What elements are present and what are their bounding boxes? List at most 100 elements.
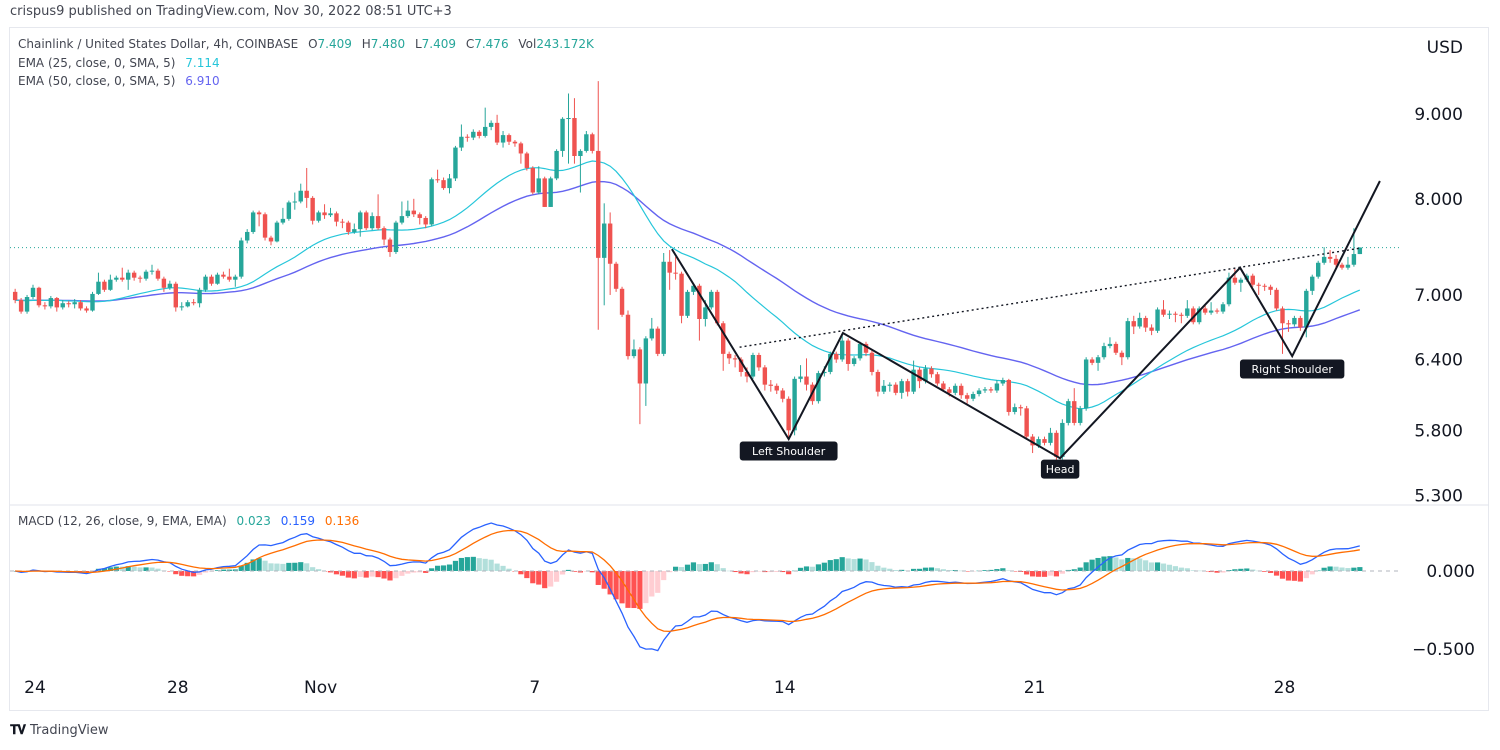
macd-axis[interactable]: 0.000 −0.500	[1412, 562, 1475, 660]
macd-histogram-bar	[1154, 562, 1161, 571]
candle-body	[1143, 317, 1148, 328]
candle	[655, 326, 660, 357]
candle-body	[30, 287, 36, 298]
candle	[875, 369, 881, 397]
macd-histogram-bar	[1006, 570, 1012, 571]
macd-histogram-bar	[601, 571, 607, 589]
macd-histogram-bar	[1030, 571, 1036, 577]
macd-histogram-bar	[232, 569, 238, 571]
head-shoulders-drawing[interactable]	[671, 180, 1381, 460]
candle-body	[42, 305, 48, 307]
candle	[607, 212, 613, 295]
candle	[155, 268, 161, 281]
candle-body	[340, 221, 345, 223]
candle-body	[542, 178, 547, 207]
candle	[1089, 357, 1095, 366]
candle-body	[643, 338, 649, 384]
candle	[542, 176, 547, 207]
candle	[375, 194, 381, 231]
ema50-value: 6.910	[185, 74, 220, 88]
macd-histogram-bar	[607, 571, 613, 595]
macd-histogram-bar	[1131, 558, 1137, 571]
annotation-head[interactable]: Head	[1040, 459, 1080, 479]
annotation-box	[739, 441, 838, 461]
candle-body	[358, 212, 363, 230]
macd-histogram-bar	[304, 563, 310, 571]
candle	[108, 274, 113, 291]
macd-histogram-bar	[571, 571, 578, 572]
candle	[512, 140, 518, 147]
macd-histogram-bar	[173, 571, 179, 575]
candle	[149, 264, 155, 275]
candle	[274, 220, 280, 243]
candle-body	[72, 302, 77, 305]
candle-body	[149, 270, 155, 272]
macd-histogram-bar	[1065, 569, 1071, 571]
candle	[1327, 250, 1333, 263]
candle	[750, 352, 756, 379]
macd-histogram-bar	[702, 563, 708, 571]
candle-body	[988, 389, 994, 391]
time-tick-label: 28	[1274, 678, 1296, 698]
symbol-title: Chainlink / United States Dollar, 4h, CO…	[18, 37, 299, 51]
annotation-left-shoulder[interactable]: Left Shoulder	[739, 441, 838, 461]
candle-body	[661, 261, 666, 354]
macd-histogram-bar	[280, 563, 286, 571]
candle-body	[256, 212, 262, 215]
tradingview-logo[interactable]: 𝐓𝐕 TradingView	[10, 723, 109, 738]
macd-histogram-bar	[1125, 557, 1131, 571]
candle-body	[994, 383, 1000, 391]
candle-body	[155, 270, 161, 279]
candle-body	[1018, 407, 1023, 409]
candle-body	[1036, 439, 1041, 446]
macd-histogram-bar	[1333, 566, 1339, 571]
ohlc-low: L7.409	[414, 37, 456, 51]
candle-body	[310, 197, 315, 221]
candle-body	[1179, 314, 1184, 316]
candle	[756, 352, 762, 371]
neckline-drawing[interactable]	[739, 247, 1360, 348]
candle-body	[24, 297, 30, 312]
macd-histogram-bar	[470, 556, 476, 571]
candle	[494, 114, 500, 146]
price-axis[interactable]: 9.000 8.000 7.000 6.400 5.800 5.300	[1414, 105, 1463, 506]
macd-histogram-bar	[1178, 567, 1184, 571]
candle-body	[1173, 313, 1178, 315]
candle-body	[631, 349, 637, 357]
candle	[304, 167, 309, 208]
macd-histogram-bar	[119, 566, 125, 571]
price-tick-label: 6.400	[1414, 350, 1463, 370]
price-tick-label: 9.000	[1414, 105, 1463, 125]
macd-histogram-bar	[262, 560, 268, 571]
macd-histogram-bar	[1232, 569, 1238, 571]
ema25-legend[interactable]: EMA (25, close, 0, SMA, 5) 7.114	[18, 56, 226, 70]
ema25-line	[15, 160, 1361, 410]
candle	[929, 366, 934, 378]
macd-histogram-bar	[524, 571, 530, 579]
candle	[1250, 273, 1255, 287]
candle	[649, 317, 654, 341]
candle-body	[1131, 321, 1136, 327]
candle	[1000, 377, 1006, 386]
candle	[1072, 388, 1077, 426]
candle-body	[851, 358, 857, 364]
candle	[1066, 398, 1071, 426]
candle-body	[1048, 432, 1053, 443]
macd-histogram-bar	[684, 564, 691, 571]
candle	[1113, 341, 1119, 355]
candle-body	[1208, 310, 1214, 313]
time-axis[interactable]: 24 28 Nov 7 14 21 28	[24, 678, 1295, 698]
candle-body	[1226, 277, 1232, 305]
time-tick-label: 21	[1024, 678, 1046, 698]
candle	[685, 289, 690, 318]
candle	[1185, 300, 1190, 318]
candle-body	[1333, 258, 1339, 265]
macd-legend[interactable]: MACD (12, 26, close, 9, EMA, EMA) 0.023 …	[18, 514, 365, 528]
macd-histogram-bar	[1024, 571, 1030, 575]
candle-body	[36, 287, 42, 306]
macd-histogram-bar	[1160, 563, 1167, 571]
annotation-right-shoulder[interactable]: Right Shoulder	[1239, 359, 1345, 379]
ema50-legend[interactable]: EMA (50, close, 0, SMA, 5) 6.910	[18, 74, 226, 88]
macd-histogram-bar	[369, 571, 375, 577]
